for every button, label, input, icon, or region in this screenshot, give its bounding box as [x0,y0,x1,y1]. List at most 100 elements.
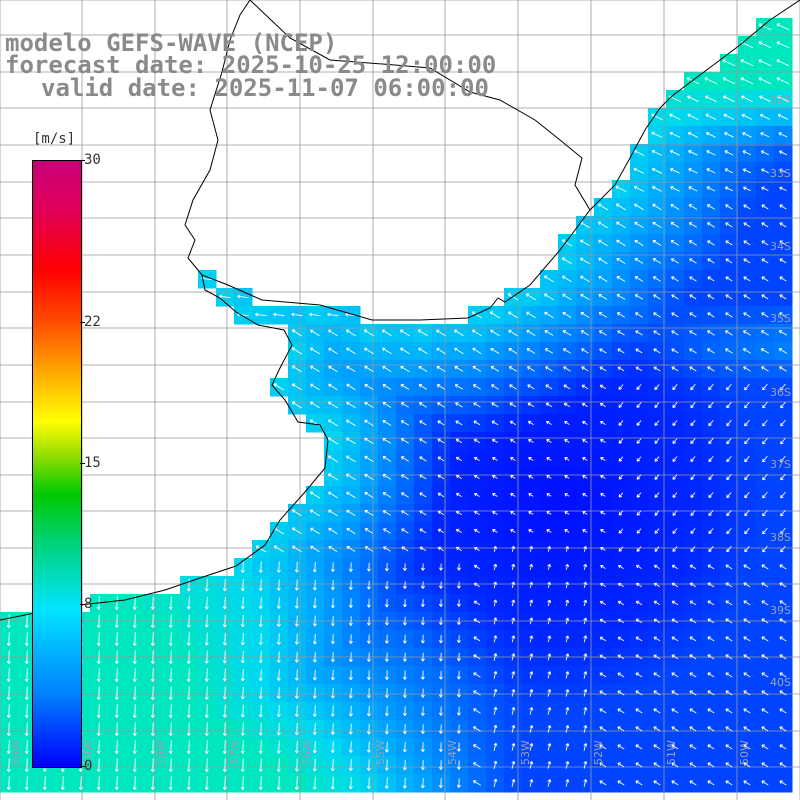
wind-arrow [327,329,338,337]
wind-arrow [473,582,481,588]
wind-arrow [258,651,263,664]
wind-arrow [491,420,499,426]
wind-arrow [346,491,356,499]
wind-arrow [762,509,768,517]
wind-arrow [762,527,768,535]
wind-arrow [511,581,516,589]
wind-arrow [364,528,374,534]
wind-arrow [689,636,697,642]
wind-arrow [420,634,425,644]
wind-arrow [114,614,119,628]
wind-arrow [707,708,715,714]
wind-arrow [240,686,245,700]
wind-arrow [453,329,464,337]
wind-arrow [653,618,661,624]
wind-arrow [258,579,263,591]
wind-arrow [472,366,482,372]
wind-arrow [493,617,498,625]
wind-arrow [132,758,137,772]
wind-arrow [547,725,552,733]
wind-arrow [600,511,606,515]
wind-arrow [726,437,732,445]
wind-arrow [579,239,590,247]
wind-arrow [544,329,554,336]
wind-arrow [672,384,678,391]
wind-arrow [543,275,554,283]
wind-arrow [492,528,498,533]
wind-arrow [743,204,751,210]
wind-arrow [96,740,101,754]
wind-arrow [402,599,407,608]
wind-arrow [671,564,679,570]
wind-arrow [669,113,681,121]
wind-arrow [726,545,732,553]
wind-arrow [366,616,371,626]
wind-arrow [511,563,516,571]
wind-arrow [688,186,698,192]
latitude-label: 37S [770,458,791,471]
wind-arrow [742,168,751,174]
wind-arrow [255,312,267,317]
wind-arrow [401,510,409,516]
wind-arrow [598,293,608,300]
wind-arrow [599,384,607,390]
wind-arrow [456,760,461,770]
wind-arrow [294,758,299,772]
wind-arrow [547,545,552,552]
wind-arrow [493,778,498,788]
wind-arrow [472,384,481,390]
wind-arrow [583,743,588,751]
wind-arrow [6,650,11,664]
wind-arrow [384,706,389,717]
wind-arrow [437,420,445,426]
wind-arrow [635,690,643,696]
wind-arrow [779,240,787,246]
wind-arrow [708,474,714,481]
wind-arrow [456,778,461,788]
longitude-label: 51W [665,740,678,765]
wind-arrow [527,402,535,408]
wind-arrow [743,690,751,696]
wind-arrow [654,384,660,391]
wind-arrow [599,600,606,606]
wind-arrow [583,635,588,643]
wind-arrow [186,596,191,610]
wind-arrow [671,708,679,714]
wind-arrow [779,258,787,264]
wind-arrow [618,474,624,480]
wind-arrow [780,491,786,499]
wind-arrow [761,222,769,228]
wind-arrow [617,366,625,372]
wind-arrow [546,475,552,479]
wind-arrow [456,599,461,607]
wind-arrow [707,240,715,246]
wind-arrow [348,652,353,662]
wind-arrow [348,562,353,572]
wind-arrow [258,561,263,573]
wind-arrow [779,204,787,210]
wind-arrow [473,402,481,408]
wind-arrow [671,654,679,660]
wind-arrow [24,776,29,790]
wind-arrow [635,672,643,678]
wind-arrow [437,456,445,462]
wind-arrow [741,113,753,120]
wind-arrow [493,760,498,770]
wind-arrow [507,311,518,319]
wind-arrow [366,598,371,608]
wind-arrow [529,617,534,625]
wind-arrow [743,618,751,624]
wind-arrow [779,654,787,660]
wind-arrow [689,654,697,660]
wind-arrow [529,779,534,787]
wind-arrow [509,402,517,408]
wind-arrow [599,636,607,642]
wind-arrow [472,726,481,732]
wind-arrow [670,240,680,246]
wind-arrow [364,455,374,463]
wind-arrow [330,776,335,790]
wind-arrow [708,456,714,463]
wind-arrow [780,473,786,481]
wind-arrow [599,726,607,732]
wind-arrow [599,744,607,750]
